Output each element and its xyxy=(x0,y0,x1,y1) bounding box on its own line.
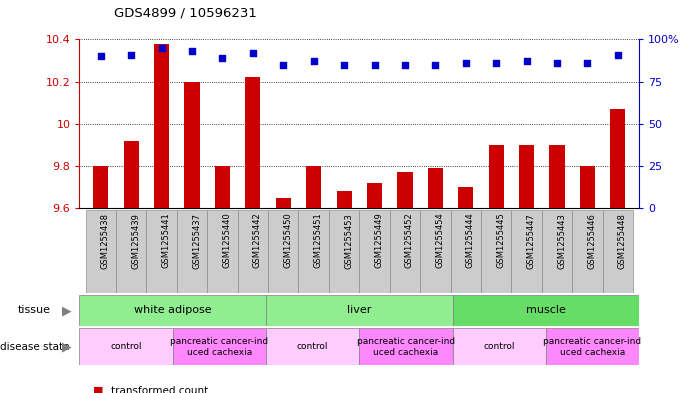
Bar xyxy=(580,166,595,208)
Bar xyxy=(390,210,420,293)
Text: disease state: disease state xyxy=(0,342,70,352)
Point xyxy=(156,44,167,51)
Point xyxy=(491,60,502,66)
Bar xyxy=(215,166,230,208)
Text: control: control xyxy=(484,342,515,351)
Bar xyxy=(306,166,321,208)
Text: ▶: ▶ xyxy=(62,340,72,353)
Point xyxy=(582,60,593,66)
Point xyxy=(187,48,198,54)
Bar xyxy=(154,44,169,208)
Bar xyxy=(116,210,146,293)
Bar xyxy=(184,82,200,208)
Text: tissue: tissue xyxy=(17,305,50,316)
Text: white adipose: white adipose xyxy=(134,305,211,316)
Bar xyxy=(428,168,443,208)
Bar xyxy=(299,210,329,293)
Point xyxy=(369,61,380,68)
Bar xyxy=(481,210,511,293)
Text: ■: ■ xyxy=(93,386,104,393)
Text: control: control xyxy=(297,342,328,351)
Text: muscle: muscle xyxy=(526,305,566,316)
Bar xyxy=(276,198,291,208)
Bar xyxy=(79,328,173,365)
Text: GSM1255440: GSM1255440 xyxy=(223,213,231,268)
Bar xyxy=(173,328,266,365)
Text: GDS4899 / 10596231: GDS4899 / 10596231 xyxy=(114,7,257,20)
Bar xyxy=(238,210,268,293)
Text: GSM1255451: GSM1255451 xyxy=(314,213,323,268)
Text: GSM1255448: GSM1255448 xyxy=(618,213,627,268)
Point xyxy=(217,55,228,61)
Point xyxy=(551,60,562,66)
Text: GSM1255441: GSM1255441 xyxy=(162,213,171,268)
Text: GSM1255449: GSM1255449 xyxy=(375,213,384,268)
Text: GSM1255442: GSM1255442 xyxy=(253,213,262,268)
Point xyxy=(126,51,137,58)
Bar xyxy=(519,145,534,208)
Text: transformed count: transformed count xyxy=(111,386,208,393)
Bar xyxy=(489,145,504,208)
Point xyxy=(612,51,623,58)
Bar xyxy=(268,210,299,293)
Bar xyxy=(266,328,359,365)
Bar xyxy=(549,145,565,208)
Bar xyxy=(542,210,572,293)
Bar xyxy=(124,141,139,208)
Text: GSM1255443: GSM1255443 xyxy=(557,213,566,268)
Bar xyxy=(603,210,633,293)
Bar xyxy=(359,328,453,365)
Text: GSM1255437: GSM1255437 xyxy=(192,213,201,269)
Text: GSM1255453: GSM1255453 xyxy=(344,213,353,268)
Text: GSM1255452: GSM1255452 xyxy=(405,213,414,268)
Point xyxy=(521,58,532,64)
Bar xyxy=(572,210,603,293)
Text: GSM1255445: GSM1255445 xyxy=(496,213,505,268)
Text: GSM1255446: GSM1255446 xyxy=(587,213,596,268)
Text: pancreatic cancer-ind
uced cachexia: pancreatic cancer-ind uced cachexia xyxy=(543,337,642,356)
Point xyxy=(247,50,258,56)
Text: GSM1255439: GSM1255439 xyxy=(131,213,140,268)
Bar xyxy=(177,210,207,293)
Text: GSM1255447: GSM1255447 xyxy=(527,213,536,268)
Bar xyxy=(367,183,382,208)
Text: GSM1255444: GSM1255444 xyxy=(466,213,475,268)
Text: GSM1255454: GSM1255454 xyxy=(435,213,444,268)
Bar xyxy=(453,328,546,365)
Bar xyxy=(207,210,238,293)
Bar xyxy=(511,210,542,293)
Point xyxy=(95,53,106,59)
Bar xyxy=(266,295,453,326)
Bar xyxy=(458,187,473,208)
Point xyxy=(308,58,319,64)
Point xyxy=(278,61,289,68)
Bar xyxy=(79,295,266,326)
Bar xyxy=(359,210,390,293)
Text: GSM1255450: GSM1255450 xyxy=(283,213,292,268)
Point xyxy=(339,61,350,68)
Point xyxy=(399,61,410,68)
Text: pancreatic cancer-ind
uced cachexia: pancreatic cancer-ind uced cachexia xyxy=(170,337,269,356)
Text: pancreatic cancer-ind
uced cachexia: pancreatic cancer-ind uced cachexia xyxy=(357,337,455,356)
Bar xyxy=(86,210,116,293)
Bar xyxy=(93,166,108,208)
Bar xyxy=(397,173,413,208)
Bar xyxy=(245,77,261,208)
Bar xyxy=(546,328,639,365)
Point xyxy=(460,60,471,66)
Text: GSM1255438: GSM1255438 xyxy=(101,213,110,269)
Bar xyxy=(337,191,352,208)
Bar xyxy=(610,109,625,208)
Text: control: control xyxy=(111,342,142,351)
Text: ▶: ▶ xyxy=(62,304,72,317)
Point xyxy=(430,61,441,68)
Bar xyxy=(451,210,481,293)
Bar xyxy=(453,295,639,326)
Bar xyxy=(146,210,177,293)
Bar xyxy=(420,210,451,293)
Bar xyxy=(329,210,359,293)
Text: liver: liver xyxy=(347,305,372,316)
